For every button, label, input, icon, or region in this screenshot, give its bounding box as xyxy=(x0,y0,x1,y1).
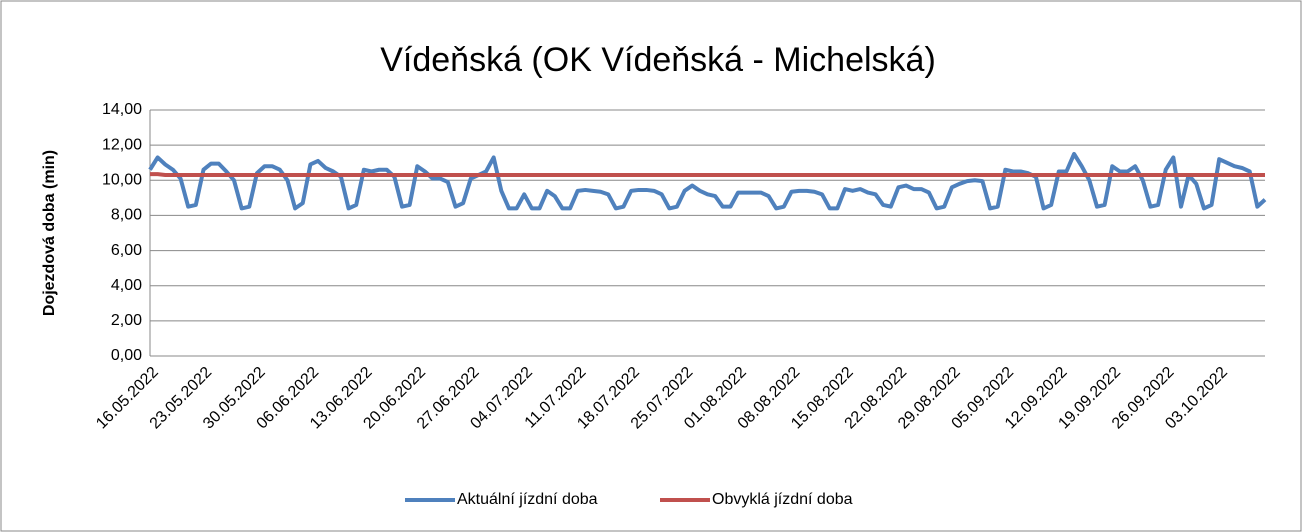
y-axis-label: Dojezdová doba (min) xyxy=(41,150,58,316)
legend-label: Aktuální jízdní doba xyxy=(457,491,598,508)
legend-label: Obvyklá jízdní doba xyxy=(712,491,853,508)
y-tick-label: 14,00 xyxy=(102,101,142,118)
y-tick-label: 12,00 xyxy=(102,136,142,153)
y-tick-label: 2,00 xyxy=(111,312,142,329)
y-tick-label: 10,00 xyxy=(102,172,142,189)
series-line xyxy=(150,172,1265,178)
chart-title: Vídeňská (OK Vídeňská - Michelská) xyxy=(380,41,936,79)
y-tick-label: 8,00 xyxy=(111,207,142,224)
y-tick-label: 6,00 xyxy=(111,242,142,259)
y-tick-label: 0,00 xyxy=(111,347,142,364)
y-tick-label: 4,00 xyxy=(111,277,142,294)
